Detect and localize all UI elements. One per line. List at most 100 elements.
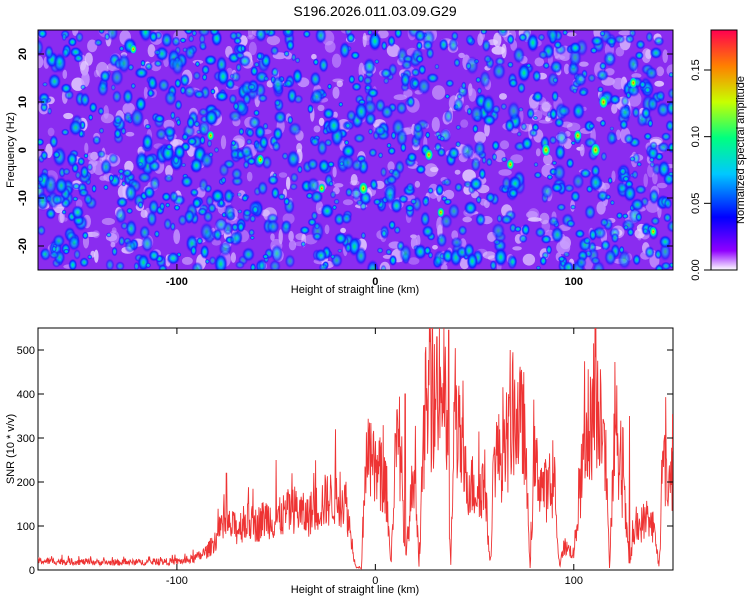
heatmap-cell — [406, 152, 418, 163]
heatmap-cell — [52, 150, 61, 159]
heatmap-cell — [447, 203, 460, 220]
heatmap-cell — [453, 97, 464, 113]
heatmap-cell — [300, 241, 306, 248]
heatmap-cell — [376, 247, 384, 254]
heatmap-light-patch — [643, 173, 648, 188]
colorbar-tick-label: 0.05 — [690, 193, 702, 214]
colorbar-ticks: 0.00 0.05 0.10 0.15 — [690, 59, 711, 281]
heatmap-cell — [620, 95, 630, 107]
heatmap-cell — [411, 67, 421, 77]
heatmap-light-patch — [499, 93, 507, 100]
heatmap-light-patch — [270, 233, 275, 241]
heatmap-cell — [183, 209, 195, 224]
heatmap-light-patch — [340, 227, 346, 234]
heatmap-cell — [552, 76, 559, 84]
heatmap-cell — [387, 146, 397, 156]
heatmap-cell — [532, 115, 539, 121]
heatmap-cell — [322, 107, 335, 120]
heatmap-cell — [283, 197, 291, 206]
heatmap-cell — [164, 89, 177, 107]
heatmap-cell — [618, 104, 632, 121]
heatmap-cell — [310, 136, 320, 147]
heatmap-peak — [506, 159, 515, 170]
heatmap-light-patch — [541, 104, 552, 108]
heatmap-cell — [341, 212, 353, 225]
heatmap-cell — [98, 30, 105, 35]
heatmap-cell — [366, 259, 380, 270]
heatmap-cell — [638, 80, 647, 89]
snr-y-ticks: 0 100 200 300 400 500 — [17, 345, 673, 577]
heatmap-cell — [383, 184, 397, 206]
heatmap-cell — [245, 127, 255, 138]
heatmap-cell — [38, 30, 48, 39]
heatmap-cell — [534, 226, 546, 238]
heatmap-cell — [42, 81, 48, 87]
heatmap-cell — [380, 166, 388, 178]
heatmap-cell — [97, 80, 109, 97]
heatmap-cell — [161, 192, 172, 202]
heatmap-cell — [491, 104, 501, 115]
heatmap-cell — [473, 140, 486, 158]
heatmap-cell — [475, 212, 486, 227]
heatmap-cell — [632, 253, 641, 266]
heatmap-peak — [358, 181, 368, 195]
heatmap-cell — [220, 176, 227, 185]
heatmap-cell — [68, 258, 78, 270]
heatmap-cell — [563, 183, 575, 193]
heatmap-cell — [173, 204, 181, 211]
heatmap-cell — [526, 107, 535, 120]
heatmap-cell — [153, 230, 160, 238]
heatmap-cell — [181, 133, 189, 141]
heatmap-light-patch — [615, 46, 625, 57]
heatmap-cell — [506, 33, 515, 46]
heatmap-cell — [410, 198, 418, 205]
heatmap-cell — [113, 128, 122, 140]
heatmap-light-patch — [454, 169, 461, 175]
heatmap-light-patch — [618, 30, 632, 36]
snr-y-label: SNR (10 * v/v) — [5, 414, 17, 484]
heatmap-cell — [259, 135, 269, 150]
heatmap-light-patch — [331, 53, 342, 68]
heatmap-cell — [494, 56, 506, 66]
heatmap-cell — [235, 62, 242, 73]
heatmap-cell — [334, 232, 348, 245]
heatmap-cell — [118, 235, 126, 247]
heatmap-cell — [137, 171, 152, 184]
heatmap-cell — [196, 129, 202, 135]
heatmap-cell — [163, 217, 172, 231]
heatmap-cell — [492, 62, 506, 81]
heatmap-cell — [481, 94, 496, 116]
heatmap-cell — [176, 118, 182, 127]
heatmap-cell — [657, 141, 670, 153]
heatmap-light-patch — [62, 69, 68, 80]
heatmap-cell — [542, 61, 550, 70]
heatmap-cell — [354, 246, 368, 266]
heatmap-cell — [79, 257, 90, 268]
heatmap-light-patch — [566, 122, 581, 132]
heatmap-cell — [141, 133, 154, 152]
heatmap-light-patch — [474, 131, 486, 144]
heatmap-cell — [67, 37, 78, 47]
heatmap-cell — [455, 124, 462, 131]
heatmap-cell — [62, 167, 71, 176]
heatmap-cell — [218, 241, 233, 257]
heatmap-light-patch — [311, 53, 317, 60]
heatmap-cell — [67, 234, 81, 251]
heatmap-cell — [96, 149, 106, 159]
heatmap-cell — [199, 135, 206, 146]
heatmap-light-patch — [477, 33, 484, 46]
heatmap-cell — [200, 244, 210, 260]
heatmap-cell — [596, 190, 609, 202]
heatmap-cell — [165, 143, 174, 151]
heatmap-cell — [266, 219, 280, 235]
heatmap-cell — [447, 146, 460, 160]
heatmap-cell — [115, 261, 125, 270]
heatmap-cell — [390, 131, 397, 140]
heatmap-cell — [271, 140, 281, 152]
heatmap-cell — [584, 204, 596, 220]
heatmap-cell — [215, 90, 229, 102]
heatmap-cell — [377, 152, 384, 159]
heatmap-cell — [189, 188, 199, 197]
heatmap-light-patch — [181, 256, 193, 265]
